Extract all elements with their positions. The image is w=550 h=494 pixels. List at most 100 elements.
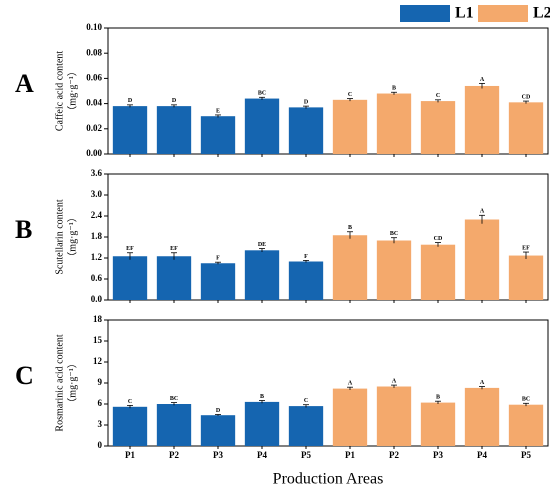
- y-tick-label: 6: [98, 398, 103, 408]
- y-tick-label: 0.10: [86, 22, 102, 32]
- bar: [200, 263, 236, 300]
- panel-letter: B: [15, 215, 32, 244]
- bar: [288, 406, 324, 446]
- bar: [464, 85, 500, 154]
- bar: [420, 101, 456, 154]
- significance-label: D: [304, 99, 309, 105]
- bar: [332, 235, 368, 300]
- legend-swatch: [400, 5, 450, 22]
- bar: [464, 387, 500, 446]
- bar: [508, 404, 544, 446]
- significance-label: EF: [170, 246, 178, 252]
- x-axis-label: Production Areas: [273, 471, 384, 488]
- significance-label: B: [260, 394, 264, 400]
- x-tick-label: P3: [213, 450, 223, 460]
- significance-label: A: [392, 378, 397, 384]
- x-tick-label: P4: [257, 450, 267, 460]
- y-tick-label: 1.2: [91, 252, 103, 262]
- x-tick-label: P1: [125, 450, 135, 460]
- significance-label: BC: [390, 231, 398, 237]
- significance-label: C: [348, 92, 352, 98]
- significance-label: A: [348, 381, 353, 387]
- panel-letter: A: [15, 69, 34, 98]
- y-tick-label: 0.0: [91, 294, 103, 304]
- significance-label: A: [480, 77, 485, 83]
- bar: [464, 219, 500, 300]
- y-tick-label: 0.6: [91, 273, 103, 283]
- bar: [244, 250, 280, 300]
- bar: [332, 99, 368, 154]
- x-tick-label: P2: [389, 450, 399, 460]
- bar: [156, 106, 192, 154]
- significance-label: CD: [434, 236, 443, 242]
- bar: [156, 256, 192, 300]
- significance-label: B: [392, 86, 396, 92]
- y-axis-unit: （mg·g⁻¹）: [66, 358, 78, 407]
- bar: [244, 401, 280, 446]
- y-tick-label: 15: [93, 335, 103, 345]
- y-tick-label: 0.06: [86, 72, 102, 82]
- significance-label: A: [480, 380, 485, 386]
- legend-swatch: [478, 5, 528, 22]
- y-tick-label: 0: [98, 440, 103, 450]
- y-axis-label: Caffeic acid content: [54, 51, 65, 132]
- significance-label: EF: [126, 246, 134, 252]
- bar: [288, 107, 324, 154]
- bar: [156, 404, 192, 446]
- y-tick-label: 1.8: [91, 231, 103, 241]
- bar: [112, 106, 148, 154]
- bar: [508, 102, 544, 154]
- y-tick-label: 0.08: [86, 47, 102, 57]
- panel-letter: C: [15, 361, 34, 390]
- y-axis-label: Scutellarin content: [54, 199, 65, 274]
- y-tick-label: 18: [93, 314, 103, 324]
- bar: [376, 240, 412, 300]
- legend-label: L1: [455, 5, 474, 22]
- significance-label: A: [480, 209, 485, 215]
- significance-label: BC: [170, 396, 178, 402]
- x-tick-label: P2: [169, 450, 179, 460]
- significance-label: C: [128, 399, 132, 405]
- significance-label: E: [216, 108, 220, 114]
- x-tick-label: P3: [433, 450, 443, 460]
- significance-label: BC: [258, 91, 266, 97]
- significance-label: D: [216, 408, 221, 414]
- bar: [376, 93, 412, 154]
- y-tick-label: 3.6: [91, 168, 103, 178]
- significance-label: DE: [258, 242, 266, 248]
- x-tick-label: P5: [521, 450, 531, 460]
- x-tick-label: P4: [477, 450, 487, 460]
- significance-label: D: [172, 98, 177, 104]
- y-tick-label: 0.04: [86, 98, 102, 108]
- bar: [288, 261, 324, 300]
- y-axis-unit: （mg·g⁻¹）: [66, 66, 78, 115]
- significance-label: EF: [522, 245, 530, 251]
- y-axis-label: Rosmarinic acid content: [54, 334, 65, 431]
- y-tick-label: 12: [93, 356, 103, 366]
- significance-label: C: [436, 93, 440, 99]
- y-tick-label: 9: [98, 377, 103, 387]
- bar: [244, 98, 280, 154]
- x-tick-label: P1: [345, 450, 355, 460]
- bar: [420, 244, 456, 300]
- y-tick-label: 0.00: [86, 148, 102, 158]
- y-tick-label: 0.02: [86, 123, 102, 133]
- bar: [112, 256, 148, 300]
- bar: [508, 255, 544, 300]
- y-tick-label: 3: [98, 419, 103, 429]
- bar: [376, 386, 412, 446]
- x-tick-label: P5: [301, 450, 311, 460]
- y-axis-unit: （mg·g⁻¹）: [66, 212, 78, 261]
- significance-label: B: [436, 395, 440, 401]
- significance-label: C: [304, 398, 308, 404]
- significance-label: F: [304, 254, 308, 260]
- legend-label: L2: [533, 5, 550, 22]
- significance-label: BC: [522, 397, 530, 403]
- bar: [332, 388, 368, 446]
- bar: [200, 415, 236, 446]
- significance-label: CD: [522, 94, 531, 100]
- significance-label: D: [128, 98, 133, 104]
- significance-label: F: [216, 256, 220, 262]
- plot-frame: [107, 27, 549, 155]
